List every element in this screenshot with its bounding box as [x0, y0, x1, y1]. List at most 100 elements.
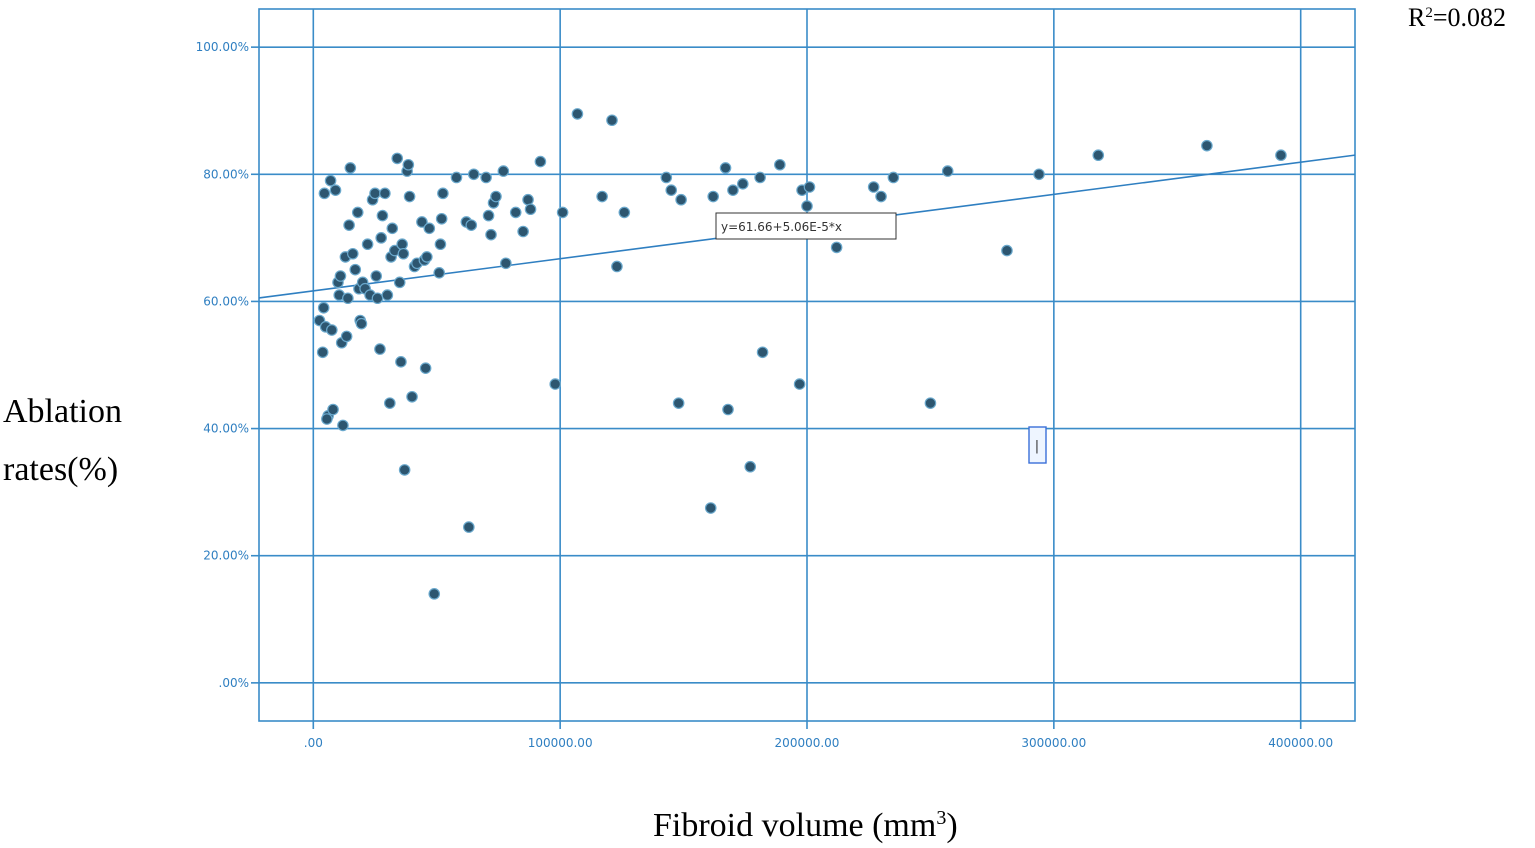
data-point — [803, 181, 816, 193]
data-point — [793, 378, 806, 390]
data-point — [379, 187, 391, 200]
data-point — [509, 206, 522, 219]
data-point — [611, 260, 623, 273]
x-axis-title: Fibroid volume (mm3) — [653, 807, 958, 844]
data-point — [334, 270, 347, 282]
data-point — [719, 162, 732, 174]
data-point — [482, 209, 495, 222]
data-point — [416, 216, 428, 228]
data-point — [480, 171, 492, 184]
data-point — [337, 419, 349, 432]
data-point — [423, 222, 436, 235]
data-point — [342, 292, 354, 305]
r-squared-value: =0.082 — [1433, 3, 1506, 32]
data-point — [396, 238, 408, 251]
data-point — [596, 190, 608, 203]
y-tick-label: .00% — [219, 676, 250, 690]
data-point — [421, 251, 433, 263]
data-point — [522, 193, 534, 206]
y-tick-label: 80.00% — [203, 167, 249, 181]
data-point — [1275, 149, 1287, 162]
data-point — [321, 413, 333, 425]
data-point — [754, 171, 766, 184]
data-point — [467, 168, 480, 181]
y-axis-title-line1: Ablation — [3, 393, 122, 430]
y-tick-label: 60.00% — [203, 294, 249, 308]
data-point — [393, 276, 406, 289]
data-point — [1033, 168, 1045, 181]
data-point — [675, 193, 687, 206]
data-point — [381, 289, 394, 301]
data-point — [707, 190, 719, 203]
data-point — [924, 397, 937, 409]
data-point — [384, 397, 396, 409]
data-point — [318, 187, 331, 200]
data-point — [534, 155, 547, 168]
data-point — [490, 190, 502, 203]
data-point — [660, 171, 673, 184]
data-point — [402, 158, 415, 171]
data-point — [347, 247, 359, 260]
data-point — [435, 212, 448, 225]
data-point — [485, 228, 497, 241]
data-point — [316, 346, 329, 359]
regression-equation-text: y=61.66+5.06E-5*x — [721, 220, 842, 234]
data-point — [463, 521, 475, 533]
data-point — [355, 317, 368, 330]
plot-frame — [258, 8, 1356, 722]
x-tick-label: 200000.00 — [775, 736, 840, 750]
data-point — [428, 588, 441, 600]
x-tick-label: 300000.00 — [1021, 736, 1086, 750]
data-point — [830, 241, 843, 254]
data-point — [349, 263, 362, 276]
data-point — [756, 346, 769, 359]
data-point — [369, 187, 381, 200]
data-point — [403, 190, 416, 203]
x-axis-title-main: Fibroid volume (mm — [653, 807, 936, 844]
data-point — [434, 238, 447, 251]
x-tick-label: 100000.00 — [528, 736, 593, 750]
data-point — [343, 219, 355, 231]
data-point — [374, 343, 386, 355]
data-point — [340, 330, 353, 343]
data-point — [371, 292, 384, 305]
data-point — [549, 378, 562, 390]
y-tick-label: 20.00% — [203, 549, 249, 563]
data-point — [326, 324, 338, 336]
data-point — [500, 257, 512, 270]
data-point — [344, 162, 357, 174]
data-point — [361, 238, 374, 251]
data-point — [391, 152, 404, 165]
r-squared-annotation: R2=0.082 — [1408, 3, 1506, 32]
data-points — [313, 108, 1287, 600]
tick-labels: .00% 20.00% 40.00% 60.00% 80.00% 100.00% .00 10… — [196, 40, 1334, 750]
outlier-marker-label: | — [1035, 439, 1039, 454]
data-point — [317, 301, 330, 314]
data-point — [419, 362, 432, 374]
data-point — [524, 203, 537, 216]
data-point — [433, 267, 445, 279]
data-point — [395, 356, 407, 368]
data-point — [744, 460, 757, 473]
data-point — [867, 181, 880, 193]
x-tick-label: .00 — [304, 736, 323, 750]
data-point — [370, 270, 383, 282]
data-point — [1201, 139, 1213, 152]
data-point — [497, 165, 510, 177]
data-point — [376, 209, 389, 222]
data-point — [618, 206, 631, 219]
y-axis-title-line2: rates(%) — [3, 451, 118, 488]
x-axis-title-close: ) — [946, 807, 957, 844]
data-point — [556, 206, 569, 219]
data-point — [324, 174, 337, 187]
data-point — [437, 187, 449, 200]
regression-equation-label: y=61.66+5.06E-5*x — [715, 212, 897, 240]
data-point — [801, 200, 813, 212]
data-point — [727, 184, 739, 196]
data-point — [606, 114, 618, 127]
data-point — [386, 222, 399, 235]
data-point — [737, 178, 749, 190]
data-point — [465, 219, 478, 231]
data-point — [351, 206, 364, 219]
